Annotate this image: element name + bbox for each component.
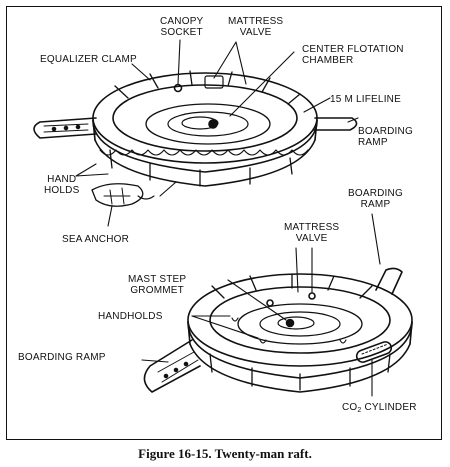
label-mattress-valve-bottom: MATTRESS VALVE	[284, 222, 340, 244]
canopy-socket-mark	[173, 83, 183, 93]
top-raft-tube-bands	[109, 70, 301, 187]
figure-caption: Figure 16-15. Twenty-man raft.	[138, 446, 312, 461]
bottom-raft	[143, 267, 413, 393]
leader-lines	[75, 39, 381, 397]
bottom-mattress-valve-mark-2	[266, 299, 274, 307]
bottom-left-ramp	[143, 339, 201, 393]
label-boarding-ramp-left: BOARDING RAMP	[18, 352, 106, 363]
top-mattress-valve-mark	[208, 119, 218, 129]
mast-step-grommet-mark	[285, 318, 295, 328]
label-mast-step-grommet: MAST STEP GROMMET	[128, 274, 187, 296]
co2-suffix: CYLINDER	[361, 402, 417, 413]
bottom-right-ramp	[375, 267, 403, 295]
top-raft-lower-tube-outer	[92, 119, 318, 173]
top-raft-lower-tube-bottom	[94, 139, 316, 187]
co2-cylinder-shape	[355, 341, 393, 363]
co2-prefix: CO	[342, 402, 358, 413]
label-center-flotation-chamber: CENTER FLOTATION CHAMBER	[302, 44, 404, 66]
label-co2-cylinder: CO2 CYLINDER	[342, 402, 417, 416]
co2-subscript: 2	[357, 407, 362, 414]
bottom-raft-upper-tube-inner	[209, 286, 391, 354]
sea-anchor	[91, 183, 144, 207]
top-raft	[33, 70, 358, 207]
label-boarding-ramp-top: BOARDING RAMP	[358, 126, 413, 148]
bottom-raft-upper-tube-outer	[187, 273, 413, 367]
bottom-raft-lower-tube-bottom	[189, 343, 411, 393]
label-boarding-ramp-mid: BOARDING RAMP	[348, 188, 403, 210]
label-equalizer-clamp: EQUALIZER CLAMP	[40, 54, 137, 65]
top-raft-upper-tube-inner	[112, 84, 298, 152]
top-label-plate	[204, 75, 224, 89]
bottom-raft-lower-tube	[187, 321, 413, 379]
bottom-mattress-valve-mark-1	[308, 292, 316, 300]
label-canopy-socket: CANOPY SOCKET	[160, 16, 204, 38]
label-hand-holds: HAND HOLDS	[44, 174, 80, 196]
top-right-ramp	[313, 117, 358, 131]
label-mattress-valve-top: MATTRESS VALVE	[228, 16, 284, 38]
bottom-raft-floor	[237, 303, 363, 345]
center-flotation-chamber-outline	[167, 111, 249, 137]
label-15m-lifeline: 15 m LIFELINE	[330, 94, 401, 105]
top-raft-tube-sides	[92, 119, 318, 141]
label-sea-anchor: SEA ANCHOR	[62, 234, 130, 245]
label-handholds: HANDHOLDS	[98, 311, 163, 322]
lifeline-loops	[99, 149, 309, 156]
top-left-ramp	[33, 117, 97, 139]
top-raft-floor	[145, 103, 271, 145]
bottom-raft-tube-bands	[209, 273, 391, 391]
figure-frame	[6, 6, 442, 440]
